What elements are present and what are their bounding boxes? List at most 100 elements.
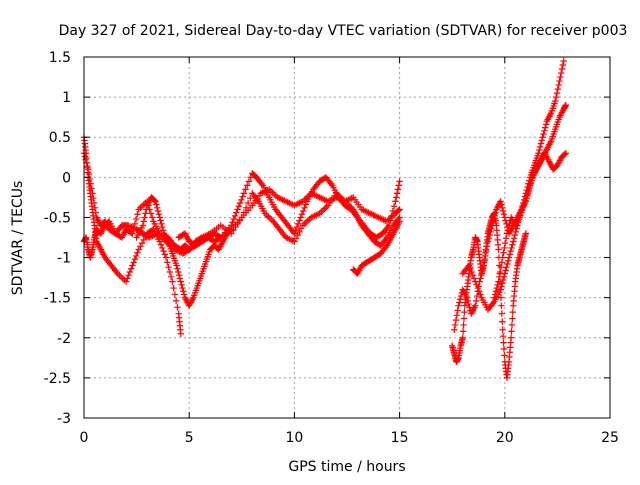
data-point	[477, 275, 484, 282]
data-point	[488, 222, 496, 229]
data-point	[557, 69, 565, 77]
data-point	[499, 276, 507, 284]
data-point	[122, 278, 130, 285]
data-point	[174, 304, 181, 311]
data-point	[153, 201, 160, 208]
plot-frame	[83, 56, 611, 419]
data-point	[247, 194, 254, 202]
data-point	[460, 321, 467, 329]
data-point	[244, 199, 252, 207]
y-tick-label: -1.5	[44, 291, 71, 307]
series-track-6	[350, 218, 403, 277]
data-point	[231, 212, 239, 220]
data-point	[508, 244, 515, 252]
data-point	[169, 278, 176, 285]
data-point	[451, 326, 458, 333]
data-point	[298, 211, 306, 218]
data-point	[147, 210, 155, 217]
data-point	[165, 263, 172, 271]
data-point	[498, 310, 506, 317]
series-track-4	[133, 194, 235, 309]
data-point	[297, 225, 305, 232]
data-point	[497, 198, 504, 205]
data-point	[396, 206, 403, 213]
data-point	[459, 328, 467, 335]
data-point	[175, 272, 183, 279]
data-point	[469, 272, 477, 279]
data-point	[392, 198, 399, 205]
data-point	[505, 223, 512, 231]
data-point	[85, 166, 92, 173]
x-tick-label: 5	[185, 430, 194, 446]
data-point	[486, 231, 493, 239]
data-point	[293, 223, 301, 231]
data-point	[472, 297, 480, 305]
data-point	[479, 265, 487, 272]
data-point	[396, 218, 403, 225]
data-point	[292, 227, 299, 234]
data-point	[134, 249, 141, 256]
data-point	[488, 225, 495, 232]
data-point	[510, 235, 518, 242]
data-point	[454, 307, 461, 314]
data-point	[178, 281, 185, 289]
data-point	[498, 283, 505, 290]
data-point	[553, 89, 561, 97]
series-track-3	[80, 150, 403, 257]
data-point	[162, 254, 170, 261]
data-point	[461, 308, 468, 316]
data-point	[493, 284, 501, 292]
data-point	[504, 227, 511, 234]
data-point	[154, 207, 162, 215]
x-axis-tick-labels: 0 5 10 15 20 25	[80, 430, 619, 446]
x-tick-label: 10	[285, 430, 303, 446]
data-point	[90, 194, 97, 202]
data-point	[508, 321, 516, 329]
data-point	[475, 288, 483, 295]
data-point	[500, 345, 508, 353]
data-point	[151, 197, 158, 204]
data-point	[536, 143, 544, 151]
data-point	[489, 219, 497, 226]
data-point	[538, 137, 546, 144]
data-point	[175, 268, 182, 276]
data-point	[296, 217, 303, 224]
data-point	[555, 81, 562, 89]
data-point	[393, 190, 401, 197]
data-point	[125, 272, 132, 279]
data-point	[159, 223, 166, 231]
data-point	[472, 302, 479, 309]
data-point	[173, 262, 180, 269]
data-point	[291, 238, 298, 245]
data-point	[511, 231, 519, 239]
data-point	[537, 140, 545, 147]
data-point	[156, 238, 163, 245]
data-point	[499, 280, 506, 287]
data-point	[485, 235, 493, 242]
data-point	[166, 268, 174, 276]
data-point	[245, 178, 253, 185]
y-tick-label: 0	[62, 170, 71, 186]
data-point	[236, 199, 244, 207]
data-point	[394, 186, 402, 193]
data-point	[526, 183, 533, 191]
data-point	[504, 257, 512, 264]
data-point	[180, 291, 188, 298]
data-point	[216, 235, 223, 242]
data-point	[463, 294, 471, 301]
data-point	[137, 243, 144, 250]
data-point	[500, 211, 508, 218]
y-axis-label: SDTVAR / TECUs	[10, 181, 26, 296]
data-point	[127, 265, 135, 272]
data-point	[141, 214, 148, 221]
data-point	[292, 235, 300, 242]
data-point	[244, 182, 251, 189]
data-point	[159, 227, 167, 234]
data-point	[88, 185, 95, 192]
data-point	[177, 330, 184, 337]
data-point	[170, 284, 177, 292]
data-point	[180, 288, 187, 295]
data-point	[500, 339, 507, 346]
data-point	[235, 203, 243, 210]
